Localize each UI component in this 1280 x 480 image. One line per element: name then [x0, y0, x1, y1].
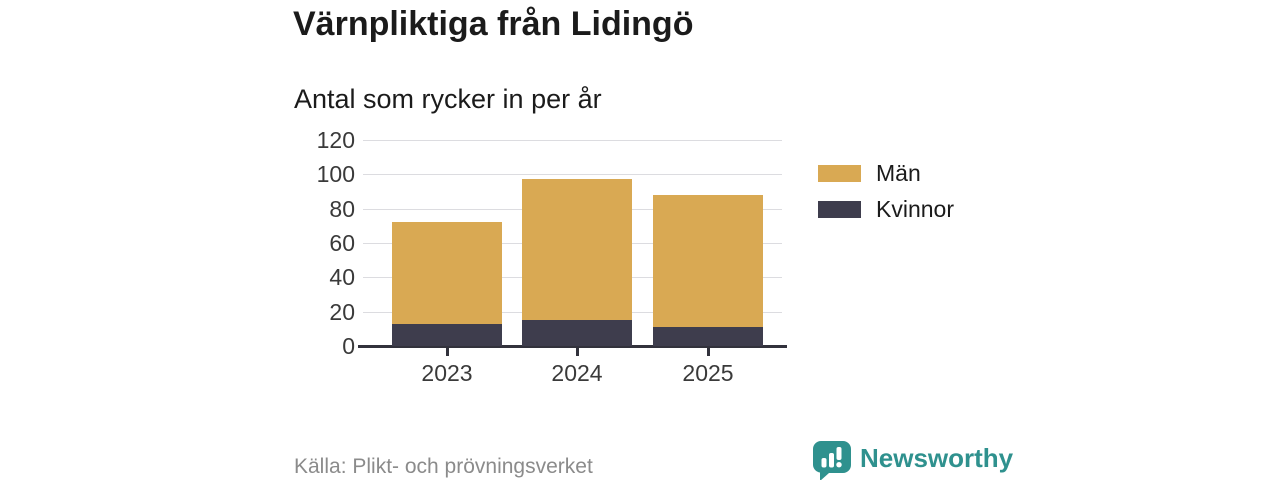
legend-item: Män	[818, 162, 954, 185]
chart-title: Värnpliktiga från Lidingö	[293, 5, 694, 43]
legend-item: Kvinnor	[818, 198, 954, 221]
x-axis-tick-label: 2025	[682, 360, 734, 386]
y-axis-tick-label: 120	[316, 127, 355, 153]
x-axis-tick	[576, 348, 579, 356]
legend-label: Män	[876, 160, 921, 186]
gridline	[363, 140, 782, 141]
legend-swatch	[818, 201, 861, 218]
bar-segment-man	[392, 222, 502, 324]
bar-segment-man	[522, 179, 632, 321]
legend-swatch	[818, 165, 861, 182]
newsworthy-logo-text: Newsworthy	[860, 443, 1014, 473]
chart-subtitle: Antal som rycker in per år	[294, 84, 602, 114]
bar-segment-kvinnor	[392, 323, 502, 346]
bar-segment-man	[653, 194, 763, 328]
legend-label: Kvinnor	[876, 196, 954, 222]
gridline	[363, 174, 782, 175]
x-axis-tick-label: 2024	[551, 360, 603, 386]
y-axis-tick-label: 0	[342, 333, 355, 359]
y-axis-tick-label: 20	[329, 299, 355, 325]
y-axis-tick-label: 40	[329, 264, 355, 290]
y-axis-tick-label: 100	[316, 161, 355, 187]
source-caption: Källa: Plikt- och prövningsverket	[294, 455, 593, 478]
x-axis-tick	[707, 348, 710, 356]
newsworthy-logo: Newsworthy	[813, 441, 1013, 480]
chart-legend: Män Kvinnor	[818, 162, 954, 234]
bar-segment-kvinnor	[653, 327, 763, 346]
bar-segment-kvinnor	[522, 320, 632, 346]
x-axis-tick-label: 2023	[421, 360, 473, 386]
y-axis-tick-label: 80	[329, 196, 355, 222]
x-axis-line	[358, 345, 787, 348]
bar-chart-speech-bubble-icon	[813, 441, 851, 480]
x-axis-tick	[446, 348, 449, 356]
y-axis-tick-label: 60	[329, 230, 355, 256]
